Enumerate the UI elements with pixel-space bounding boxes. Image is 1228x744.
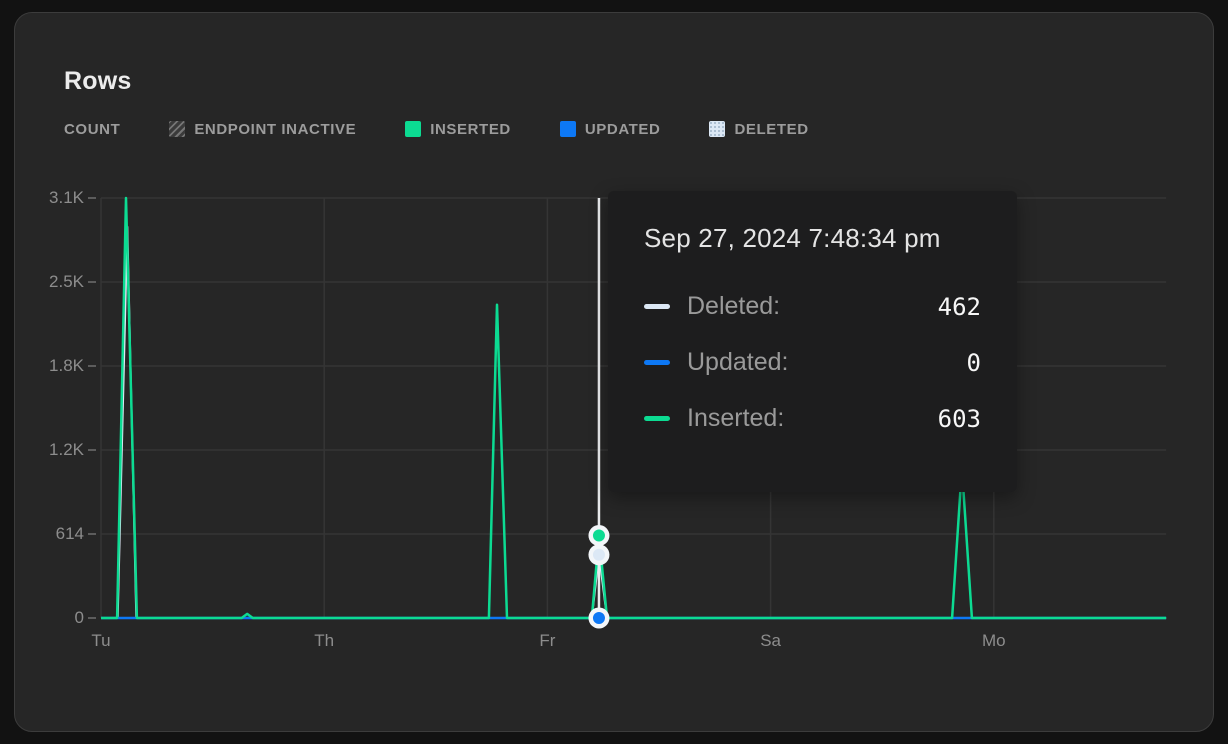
y-tick-label: 0 [74,608,84,627]
legend-swatch-icon [709,121,726,137]
legend-label: ENDPOINT INACTIVE [194,120,357,138]
tooltip-row-inserted: Inserted: 603 [644,404,981,433]
tooltip-row-value: 0 [966,348,981,377]
y-tick-marks [88,197,96,619]
legend-label: COUNT [64,120,121,138]
legend-item-count[interactable]: COUNT [64,121,120,138]
x-tick-label: Fr [539,631,556,650]
hover-marker-inserted[interactable] [588,525,610,547]
card-title: Rows [64,67,132,95]
hover-marker-deleted[interactable] [588,544,610,566]
y-tick-label: 1.2K [49,440,84,459]
x-tick-label: Mo [981,631,1006,650]
tooltip-datetime: Sep 27, 2024 7:48:34 pm [644,223,941,253]
legend-label: DELETED [734,120,809,138]
hatched-square-icon [169,121,186,137]
tooltip-row-deleted: Deleted: 462 [644,292,981,321]
legend-item-updated[interactable]: UPDATED [559,120,661,138]
tooltip-row-label: Deleted: [687,292,781,320]
y-tick-label: 2.5K [49,272,84,291]
y-tick-label: 3.1K [49,188,84,207]
x-tick-label: Th [314,631,335,650]
series-dash-icon [644,304,670,309]
tooltip-row-updated: Updated: 0 [644,348,981,377]
series-dash-icon [644,416,670,421]
y-tick-label: 1.8K [49,356,84,375]
legend-swatch-icon [405,121,422,137]
series-dash-icon [644,360,670,365]
legend-swatch-icon [559,121,576,137]
legend-label: UPDATED [584,120,661,138]
series-line-inserted [101,196,1167,620]
chart-tooltip: Sep 27, 2024 7:48:34 pm Deleted: 462 Updat… [608,191,1017,492]
legend-label: INSERTED [430,120,511,138]
legend-item-inserted[interactable]: INSERTED [405,121,511,138]
x-tick-label: Tu [91,631,111,650]
hover-marker-updated[interactable] [588,607,610,629]
chart-legend: COUNT ENDPOINT INACTIVE INSERTED UPDATED DEL… [64,113,809,145]
tooltip-row-label: Inserted: [687,404,785,432]
tooltip-row-value: 603 [937,404,981,433]
tooltip-row-value: 462 [937,292,981,321]
y-tick-label: 614 [55,524,84,543]
legend-item-endpoint-inactive[interactable]: ENDPOINT INACTIVE [169,121,356,138]
tooltip-rows: Deleted: 462 Updated: 0 Inserted: 603 [644,292,981,433]
legend-item-deleted[interactable]: DELETED [709,121,808,138]
x-tick-label: Sa [760,631,781,650]
tooltip-row-label: Updated: [687,348,789,376]
